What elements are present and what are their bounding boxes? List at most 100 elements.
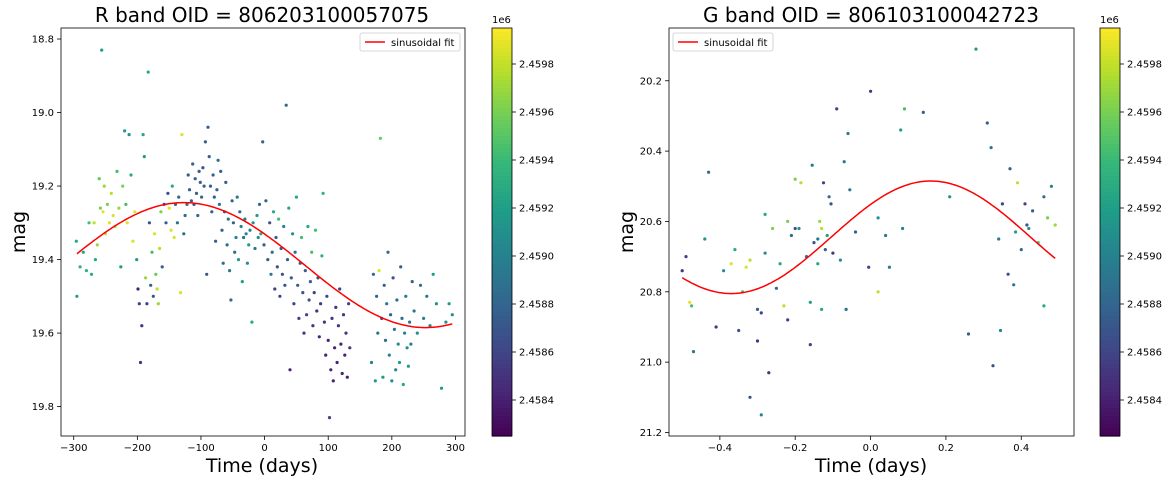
data-point xyxy=(125,221,129,225)
colorbar-segment xyxy=(1100,384,1120,389)
colorbar-tick-label: 2.4592 xyxy=(1127,204,1162,215)
data-point xyxy=(1006,272,1010,276)
colorbar-segment xyxy=(1100,344,1120,349)
data-point xyxy=(376,331,380,335)
x-tick-label: 0 xyxy=(261,443,267,454)
data-point xyxy=(799,181,803,185)
data-point xyxy=(319,302,323,306)
data-point xyxy=(816,262,820,266)
data-point xyxy=(225,243,229,247)
data-point xyxy=(966,332,971,336)
data-point xyxy=(431,272,435,276)
colorbar-segment xyxy=(492,252,512,257)
data-point xyxy=(680,269,684,273)
data-point xyxy=(334,305,338,309)
colorbar-segment xyxy=(1100,324,1120,329)
data-point xyxy=(412,309,416,313)
colorbar-segment xyxy=(492,160,512,165)
colorbar-segment xyxy=(1100,240,1120,245)
colorbar-segment xyxy=(492,168,512,173)
data-point xyxy=(135,258,139,262)
colorbar-segment xyxy=(1100,164,1120,169)
colorbar-segment xyxy=(1100,88,1120,93)
g-band-colorbar: 2.4584 2.4586 2.4588 2.4590 2.4592 2.4594 2.45… xyxy=(1099,15,1162,437)
data-point xyxy=(336,324,340,328)
data-point xyxy=(759,413,763,417)
data-point xyxy=(275,265,279,269)
colorbar-segment xyxy=(492,232,512,237)
colorbar-segment xyxy=(492,60,512,65)
data-point xyxy=(690,304,694,308)
r-band-title: R band OID = 806203100057075 xyxy=(95,3,429,27)
colorbar-segment xyxy=(1100,216,1120,221)
data-point xyxy=(812,241,816,245)
data-point xyxy=(330,316,334,320)
data-point xyxy=(87,221,91,225)
colorbar-tick-label: 2.4588 xyxy=(519,300,554,311)
data-point xyxy=(277,217,281,221)
colorbar-segment xyxy=(1100,48,1120,53)
data-point xyxy=(450,313,454,317)
colorbar-segment xyxy=(492,164,512,169)
data-point xyxy=(182,232,186,236)
g-band-points xyxy=(680,47,1057,417)
colorbar-segment xyxy=(1100,256,1120,261)
data-point xyxy=(214,239,218,243)
data-point xyxy=(326,338,330,342)
colorbar-tick-label: 2.4588 xyxy=(1127,300,1162,311)
data-point xyxy=(1042,304,1046,308)
data-point xyxy=(158,246,162,251)
data-point xyxy=(327,416,332,420)
colorbar-segment xyxy=(1100,224,1120,229)
data-point xyxy=(375,294,379,298)
data-point xyxy=(385,302,389,306)
data-point xyxy=(297,316,301,320)
colorbar-segment xyxy=(492,300,512,305)
data-point xyxy=(285,258,290,262)
colorbar-segment xyxy=(492,224,512,229)
colorbar-segment xyxy=(492,292,512,297)
data-point xyxy=(348,346,352,350)
colorbar-segment xyxy=(492,332,512,337)
data-point xyxy=(164,221,168,225)
data-point xyxy=(838,258,843,262)
data-point xyxy=(215,188,219,192)
data-point xyxy=(829,202,833,206)
colorbar-segment xyxy=(492,64,512,69)
data-point xyxy=(684,255,688,259)
x-tick-label: −0.4 xyxy=(708,443,732,454)
data-point xyxy=(303,269,307,273)
data-point xyxy=(92,221,96,225)
colorbar-segment xyxy=(492,280,512,285)
data-point xyxy=(74,239,78,243)
data-point xyxy=(876,216,880,220)
colorbar-segment xyxy=(1100,276,1120,281)
data-point xyxy=(147,221,151,225)
data-point xyxy=(405,346,409,350)
data-point xyxy=(842,160,846,164)
data-point xyxy=(121,184,125,188)
data-point xyxy=(797,226,801,231)
data-point xyxy=(377,269,381,273)
y-tick-label: 21.0 xyxy=(640,358,662,369)
data-point xyxy=(239,224,243,229)
colorbar-segment xyxy=(492,120,512,125)
data-point xyxy=(256,235,260,240)
colorbar-segment xyxy=(492,136,512,141)
colorbar-tick-label: 2.4594 xyxy=(1127,156,1162,167)
data-point xyxy=(989,146,993,150)
colorbar-segment xyxy=(1100,180,1120,185)
data-point xyxy=(289,276,293,280)
colorbar-segment xyxy=(492,132,512,137)
data-point xyxy=(884,233,888,238)
colorbar-segment xyxy=(1100,348,1120,353)
data-point xyxy=(415,331,419,335)
colorbar-segment xyxy=(492,192,512,197)
data-point xyxy=(763,251,767,255)
colorbar-segment xyxy=(492,184,512,189)
data-point xyxy=(149,283,153,287)
colorbar-segment xyxy=(492,244,512,249)
colorbar-segment xyxy=(1100,284,1120,289)
data-point xyxy=(820,226,824,231)
colorbar-segment xyxy=(1100,40,1120,45)
